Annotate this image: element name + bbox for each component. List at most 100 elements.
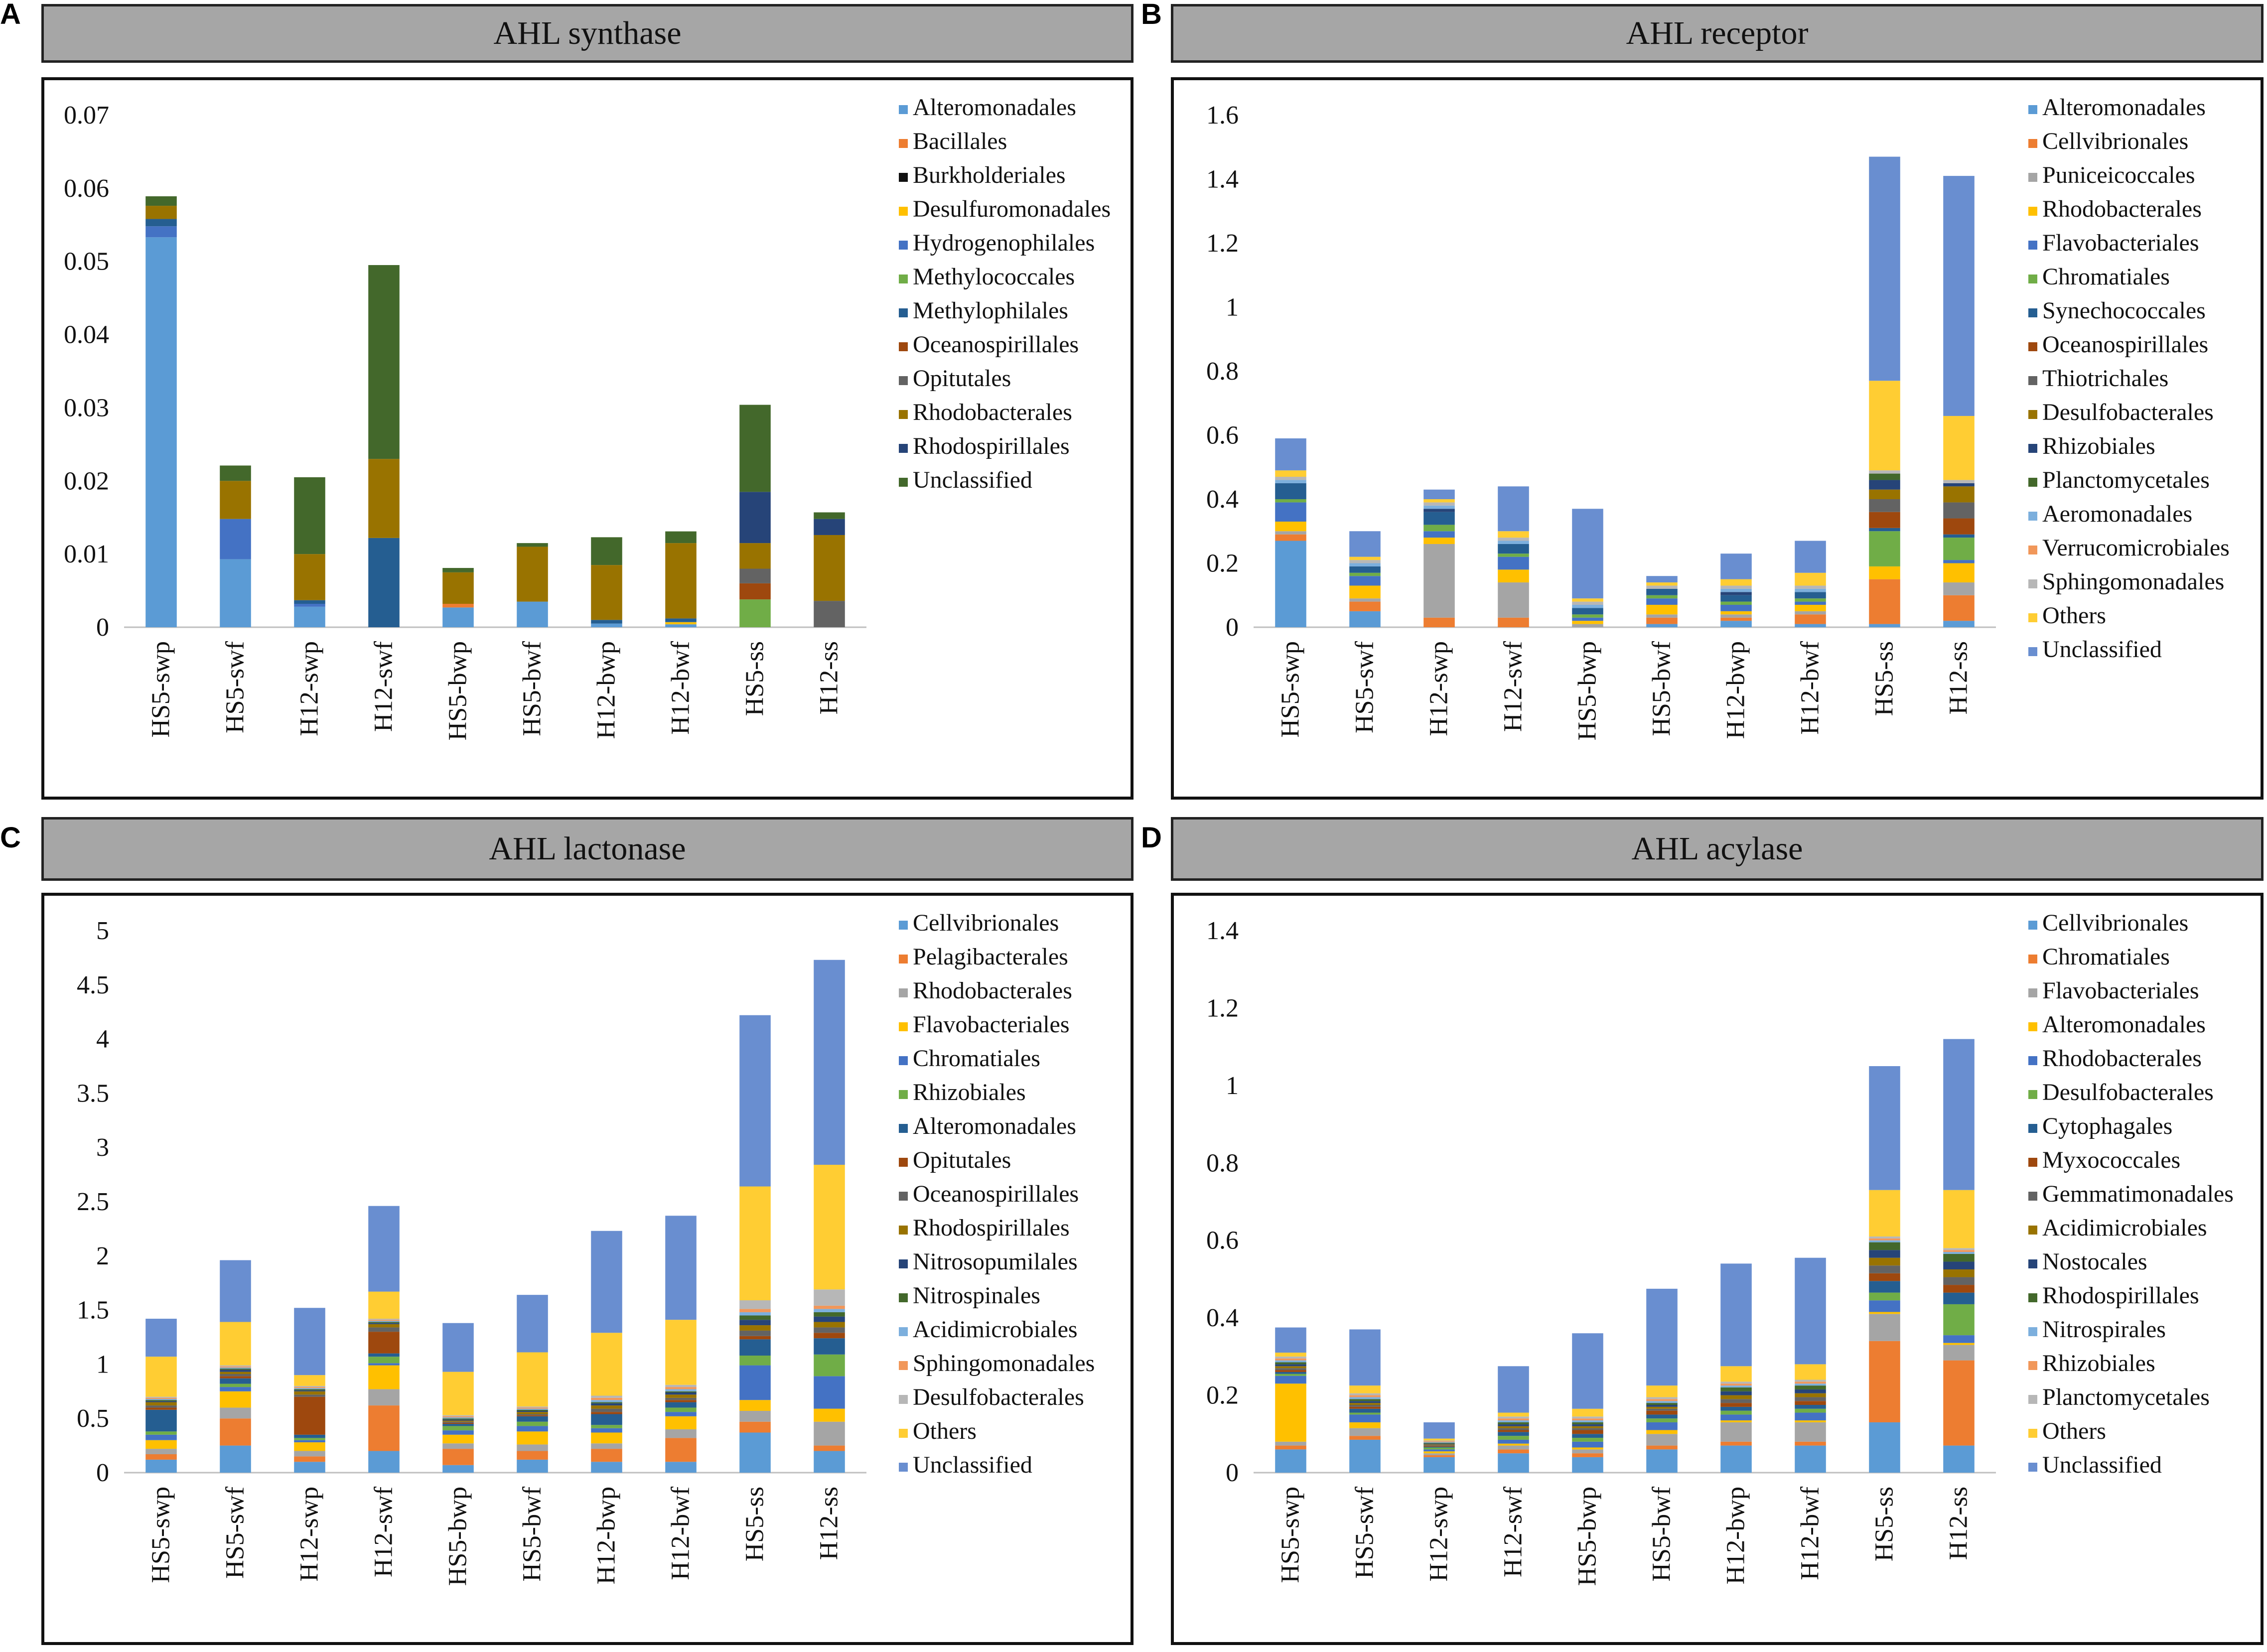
bar-segment bbox=[517, 1426, 548, 1432]
legend-label: Puniceicoccales bbox=[2042, 162, 2195, 188]
bar-segment bbox=[665, 1384, 697, 1387]
bar-segment bbox=[665, 1216, 697, 1320]
bar-segment bbox=[1349, 1403, 1381, 1405]
y-tick-label: 1 bbox=[96, 1350, 109, 1378]
bar-segment bbox=[517, 1352, 548, 1407]
bar-segment bbox=[1795, 1385, 1826, 1389]
legend-label: Oceanospirillales bbox=[913, 1181, 1079, 1207]
legend-label: Synechococcales bbox=[2042, 297, 2206, 324]
legend-label: Opitutales bbox=[913, 365, 1011, 392]
bar-segment bbox=[517, 1414, 548, 1415]
bar-segment bbox=[1423, 1447, 1455, 1450]
legend-label: Oceanospirillales bbox=[2042, 331, 2208, 358]
bar-segment bbox=[1720, 585, 1752, 589]
legend-label: Rhodobacterales bbox=[2042, 1045, 2202, 1072]
bar-segment bbox=[368, 1451, 400, 1473]
bar-segment bbox=[1869, 480, 1900, 490]
bar-segment bbox=[814, 1322, 845, 1328]
bar-segment bbox=[368, 459, 400, 538]
bar-segment bbox=[1498, 582, 1529, 618]
bar-segment bbox=[294, 1442, 325, 1451]
bar-segment bbox=[814, 1354, 845, 1377]
bar-segment bbox=[1646, 1401, 1678, 1403]
legend-swatch bbox=[2028, 105, 2037, 114]
bar-segment bbox=[1423, 538, 1455, 544]
legend-swatch bbox=[899, 1395, 908, 1404]
bar-segment bbox=[1646, 582, 1678, 586]
x-tick-label: HS5-swf bbox=[221, 1486, 250, 1579]
bar-segment bbox=[814, 1445, 845, 1451]
legend-label: Methylococcales bbox=[913, 264, 1075, 290]
bar-segment bbox=[1720, 1366, 1752, 1382]
bar-segment bbox=[1572, 509, 1603, 599]
bar-segment bbox=[517, 1421, 548, 1426]
chart-frame: 0 0.2 0.4 0.6 0.8 1 1.2 1.4 1.6 HS5-swp HS5-swf H12… bbox=[1171, 77, 2264, 800]
bar-segment bbox=[368, 1322, 400, 1323]
bar-segment bbox=[591, 1412, 622, 1414]
bar-segment bbox=[665, 1389, 697, 1391]
bar-segment bbox=[442, 1415, 474, 1416]
legend-label: Unclassified bbox=[2042, 1452, 2162, 1478]
bar-segment bbox=[1943, 1261, 1975, 1269]
bar-segment bbox=[1423, 505, 1455, 509]
bar-segment bbox=[1943, 1360, 1975, 1446]
bar-segment bbox=[665, 1387, 697, 1389]
bar-segment bbox=[1943, 563, 1975, 583]
legend-swatch bbox=[2028, 1158, 2037, 1167]
bar-segment bbox=[1720, 1445, 1752, 1473]
y-tick-label: 0.07 bbox=[64, 101, 109, 130]
bar-segment bbox=[1720, 579, 1752, 586]
bar-segment bbox=[1943, 1252, 1975, 1254]
bar-segment bbox=[442, 1465, 474, 1473]
bar-segment bbox=[294, 1388, 325, 1389]
legend-swatch bbox=[2028, 546, 2037, 554]
legend-label: Myxococcales bbox=[2042, 1147, 2180, 1173]
bar-segment bbox=[1720, 601, 1752, 605]
legend-label: Unclassified bbox=[913, 467, 1032, 493]
y-tick-label: 0 bbox=[96, 1459, 109, 1487]
bar-segment bbox=[665, 622, 697, 625]
bar-segment bbox=[1646, 614, 1678, 618]
bar-segment bbox=[1275, 1358, 1306, 1361]
bar-segment bbox=[591, 1333, 622, 1396]
bar-segment bbox=[1423, 509, 1455, 512]
bar-segment bbox=[220, 1369, 251, 1370]
bar-segment bbox=[1795, 1445, 1826, 1473]
legend-label: Methylophilales bbox=[913, 297, 1068, 324]
bar-segment bbox=[368, 1327, 400, 1332]
bar-segment bbox=[368, 1405, 400, 1451]
x-tick-label: H12-bwp bbox=[1722, 1487, 1750, 1584]
bar-segment bbox=[220, 1260, 251, 1322]
bar-segment bbox=[1943, 176, 1975, 416]
bar-segment bbox=[1646, 588, 1678, 595]
legend-label: Gemmatimonadales bbox=[2042, 1181, 2234, 1207]
bar-segment bbox=[1275, 1441, 1306, 1446]
bar-segment bbox=[368, 1323, 400, 1324]
bar-segment bbox=[1720, 1399, 1752, 1403]
bar-segment bbox=[220, 1374, 251, 1377]
bar-segment bbox=[1349, 1399, 1381, 1401]
bar-segment bbox=[665, 1416, 697, 1429]
bar-segment bbox=[1572, 598, 1603, 602]
bar-segment bbox=[591, 565, 622, 620]
bar-segment bbox=[294, 1440, 325, 1443]
bar-segment bbox=[1869, 1314, 1900, 1341]
bar-segment bbox=[1943, 1277, 1975, 1285]
bar-segment bbox=[1275, 1445, 1306, 1450]
bar-segment bbox=[220, 1407, 251, 1419]
bar-segment bbox=[814, 1376, 845, 1409]
bar-segment bbox=[665, 1407, 697, 1412]
legend-swatch bbox=[899, 1090, 908, 1099]
bar-segment bbox=[1498, 544, 1529, 554]
panel-c: C AHL lactonase 0 0.5 1 1.5 2 2.5 3 3.5 4 4.5 5 HS5… bbox=[0, 807, 1134, 1652]
bar-segment bbox=[1943, 621, 1975, 627]
legend-swatch bbox=[899, 376, 908, 385]
bar-segment bbox=[1795, 614, 1826, 624]
bar-segment bbox=[145, 237, 177, 627]
bar-segment bbox=[442, 1418, 474, 1420]
bar-segment bbox=[1943, 483, 1975, 487]
bar-segment bbox=[1349, 531, 1381, 557]
x-tick-label: HS5-bwf bbox=[1648, 641, 1676, 736]
bar-segment bbox=[1498, 1453, 1529, 1473]
bar-segment bbox=[1275, 438, 1306, 471]
